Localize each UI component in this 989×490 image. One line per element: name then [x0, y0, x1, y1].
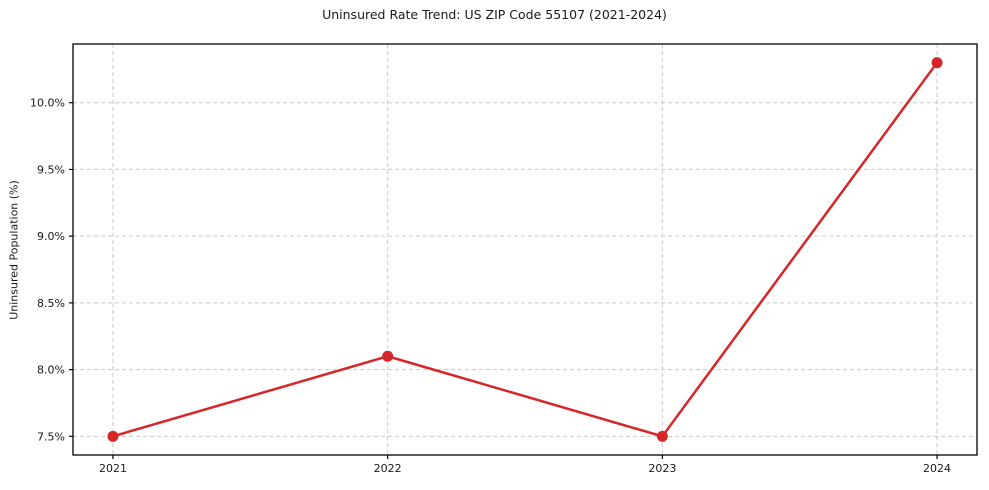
data-point-marker: [107, 430, 119, 442]
axes-box: [72, 43, 978, 456]
y-tick-label: 8.0%: [37, 364, 65, 377]
data-point-marker: [656, 430, 668, 442]
x-tick-label: 2022: [374, 462, 402, 475]
y-tick-label: 9.0%: [37, 230, 65, 243]
y-tick-label: 8.5%: [37, 297, 65, 310]
x-tick-label: 2024: [923, 462, 951, 475]
data-point-marker: [931, 57, 943, 69]
y-tick-label: 7.5%: [37, 430, 65, 443]
y-tick-label: 10.0%: [30, 97, 65, 110]
x-tick-label: 2023: [648, 462, 676, 475]
trend-line: [111, 61, 939, 438]
y-tick-label: 9.5%: [37, 163, 65, 176]
x-tick-label: 2021: [99, 462, 127, 475]
data-point-marker: [382, 350, 394, 362]
chart-title: Uninsured Rate Trend: US ZIP Code 55107 …: [322, 7, 667, 22]
